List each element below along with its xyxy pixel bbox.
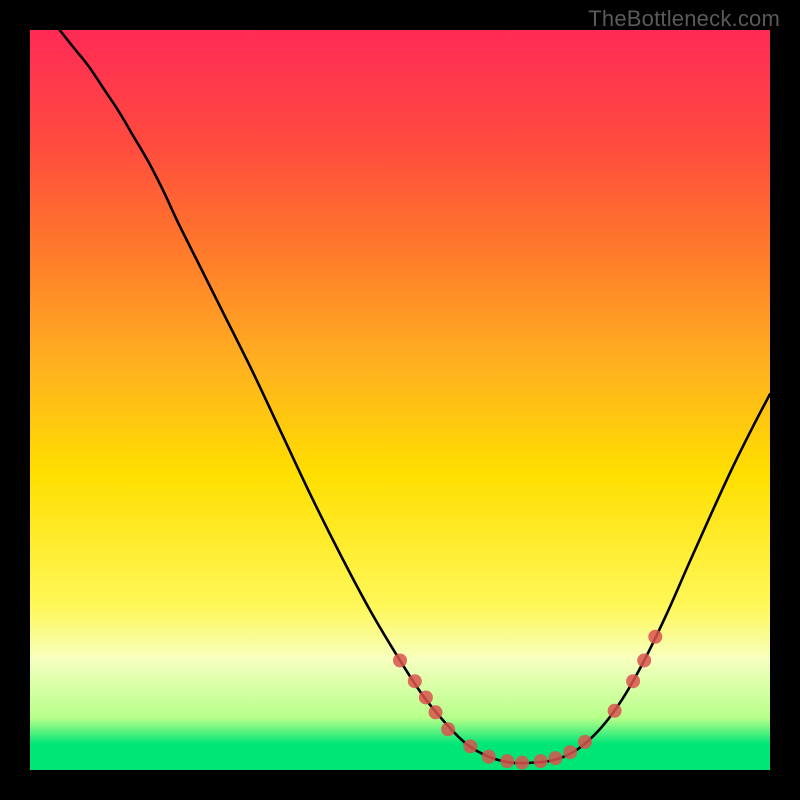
curve-marker	[408, 674, 422, 688]
curve-marker	[463, 739, 477, 753]
curve-marker	[648, 630, 662, 644]
curve-marker	[515, 756, 529, 770]
chart-container: TheBottleneck.com	[0, 0, 800, 800]
curve-marker	[608, 704, 622, 718]
plot-svg	[30, 30, 770, 770]
curve-marker	[563, 745, 577, 759]
plot-area	[30, 30, 770, 770]
watermark-text: TheBottleneck.com	[588, 6, 780, 32]
curve-marker	[626, 674, 640, 688]
curve-marker	[548, 751, 562, 765]
curve-marker	[578, 735, 592, 749]
curve-marker	[534, 754, 548, 768]
curve-marker	[441, 722, 455, 736]
curve-marker	[637, 653, 651, 667]
curve-marker	[419, 690, 433, 704]
curve-marker	[482, 750, 496, 764]
curve-marker	[429, 705, 443, 719]
curve-marker	[500, 754, 514, 768]
curve-marker	[393, 653, 407, 667]
